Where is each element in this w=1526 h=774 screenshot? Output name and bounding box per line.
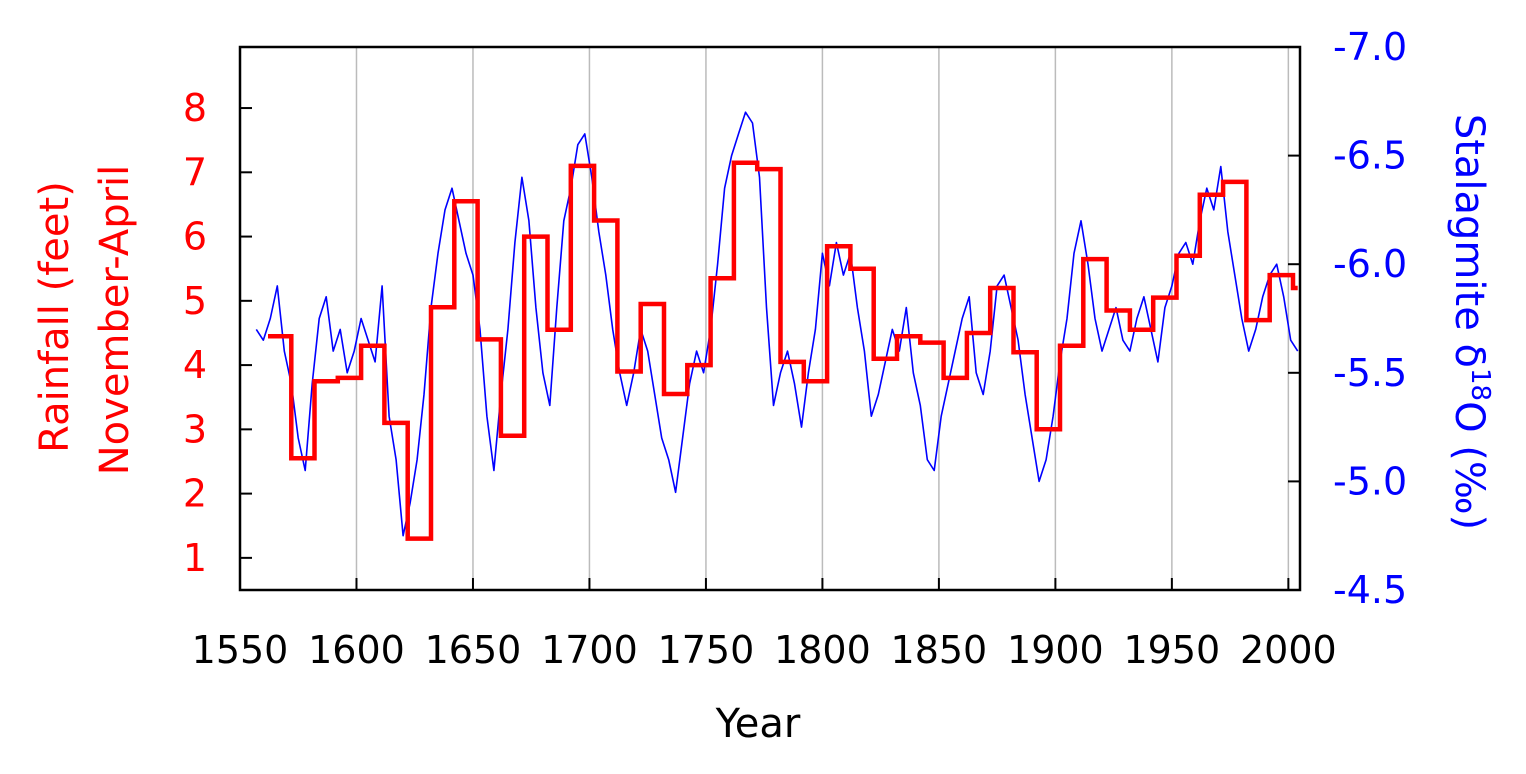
right-tick-label--4.5: -4.5 [1333, 568, 1407, 612]
left-tick-label-1: 1 [183, 536, 207, 580]
x-tick-label-1550: 1550 [192, 628, 289, 672]
rainfall-series [268, 160, 1298, 541]
left-tick-label-5: 5 [183, 279, 207, 323]
left-tick-label-8: 8 [183, 86, 207, 130]
x-tick-label-1750: 1750 [658, 628, 755, 672]
right-tick-label--6.0: -6.0 [1333, 242, 1407, 286]
axis-ticks: 1550 1600 1650 1700 1750 1800 1850 1900 1950 2000… [183, 25, 1407, 672]
x-tick-label-1600: 1600 [308, 628, 405, 672]
x-tick-label-1900: 1900 [1007, 628, 1104, 672]
right-axis-title-main: Stalagmite δ [1446, 114, 1492, 368]
right-axis-title-tail: O (‰) [1446, 401, 1492, 530]
d18o-series [255, 111, 1299, 537]
right-tick-label--6.5: -6.5 [1333, 134, 1407, 178]
right-axis-title-superscript: 18 [1465, 368, 1495, 401]
plot-border [238, 45, 1302, 592]
grid-lines [355, 47, 1290, 590]
left-tick-label-7: 7 [183, 150, 207, 194]
left-tick-label-3: 3 [183, 407, 207, 451]
rainfall-step-line [268, 160, 1298, 541]
left-axis-title-line1: Rainfall (feet) [32, 181, 78, 453]
left-tick-label-6: 6 [183, 215, 207, 259]
x-tick-label-1800: 1800 [774, 628, 871, 672]
plot-frame [238, 45, 1302, 592]
x-tick-label-2000: 2000 [1240, 628, 1337, 672]
x-tick-label-1700: 1700 [541, 628, 638, 672]
left-tick-label-4: 4 [183, 343, 207, 387]
x-tick-label-1650: 1650 [425, 628, 522, 672]
d18o-line [255, 111, 1299, 537]
x-tick-label-1850: 1850 [891, 628, 988, 672]
right-tick-label--5.0: -5.0 [1333, 459, 1407, 503]
right-axis-title: Stalagmite δ18O (‰) [1446, 114, 1495, 530]
right-tick-label--5.5: -5.5 [1333, 351, 1407, 395]
right-tick-label--7.0: -7.0 [1333, 25, 1407, 69]
x-axis-title: Year [715, 701, 801, 747]
x-tick-label-1950: 1950 [1124, 628, 1221, 672]
left-tick-label-2: 2 [183, 472, 207, 516]
left-axis-title-line2: November-April [92, 165, 138, 476]
